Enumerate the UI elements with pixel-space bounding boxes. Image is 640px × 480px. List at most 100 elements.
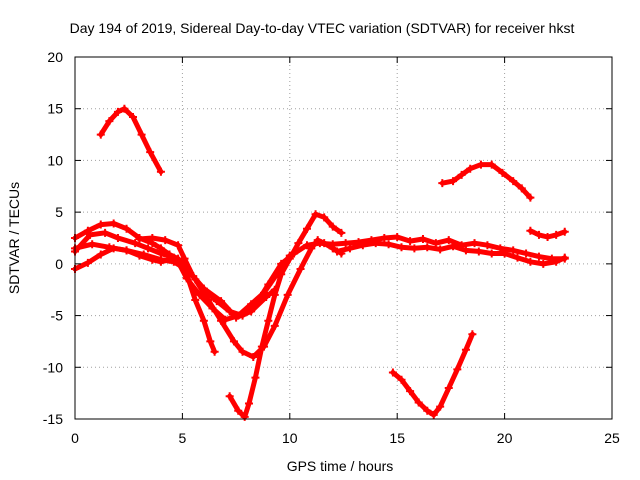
- data-point: [191, 296, 200, 305]
- data-point: [337, 228, 346, 237]
- data-point: [444, 383, 453, 392]
- data-point: [189, 272, 198, 281]
- data-point: [113, 107, 122, 116]
- data-point: [333, 247, 342, 256]
- series-line: [390, 331, 475, 418]
- data-point: [429, 410, 438, 419]
- data-point: [244, 399, 253, 408]
- data-point: [86, 230, 95, 239]
- data-point: [509, 246, 518, 255]
- data-point: [444, 236, 453, 245]
- data-point: [238, 311, 247, 320]
- data-point: [88, 240, 97, 249]
- y-axis-label: SDTVAR / TECUs: [6, 182, 22, 294]
- data-point: [534, 230, 543, 239]
- series-line: [439, 162, 533, 201]
- data-point: [552, 257, 561, 266]
- data-point: [83, 258, 92, 267]
- data-point: [517, 184, 526, 193]
- data-point: [257, 342, 266, 351]
- data-point: [423, 243, 432, 252]
- data-point: [397, 375, 406, 384]
- data-point: [393, 232, 402, 241]
- data-point: [225, 307, 234, 316]
- x-tick-label: 25: [604, 430, 620, 446]
- data-point: [345, 244, 354, 253]
- data-point: [328, 240, 337, 249]
- data-point: [210, 347, 219, 356]
- data-point: [225, 392, 234, 401]
- data-point: [135, 235, 144, 244]
- data-point: [101, 228, 110, 237]
- data-point: [476, 160, 485, 169]
- data-point: [498, 168, 507, 177]
- data-point: [234, 406, 243, 415]
- data-point: [180, 254, 189, 263]
- data-point: [560, 227, 569, 236]
- data-point: [406, 387, 415, 396]
- data-point: [449, 242, 458, 251]
- data-point: [509, 177, 518, 186]
- data-point: [414, 398, 423, 407]
- data-point: [513, 253, 522, 262]
- data-point: [388, 368, 397, 377]
- series-line: [98, 106, 164, 175]
- data-point: [539, 259, 548, 268]
- data-point: [474, 247, 483, 256]
- data-point: [156, 257, 165, 266]
- data-point: [131, 239, 140, 248]
- data-point: [311, 210, 320, 219]
- data-point: [148, 234, 157, 242]
- data-point: [290, 249, 299, 258]
- data-point: [468, 330, 477, 339]
- y-tick-label: 10: [47, 152, 63, 168]
- series-arc-7: [135, 232, 569, 320]
- data-point: [105, 117, 114, 126]
- data-point: [264, 280, 273, 289]
- data-point: [229, 337, 238, 346]
- data-point: [470, 239, 479, 248]
- data-point: [204, 296, 213, 305]
- data-point: [358, 241, 367, 250]
- x-tick-label: 5: [179, 430, 187, 446]
- data-point: [217, 316, 226, 325]
- data-point: [436, 402, 445, 411]
- data-point: [109, 219, 118, 228]
- data-point: [156, 167, 165, 176]
- y-tick-label: 20: [47, 49, 63, 65]
- data-point: [526, 226, 535, 235]
- data-point: [109, 244, 118, 253]
- data-point: [384, 240, 393, 249]
- data-point: [83, 226, 92, 235]
- data-point: [174, 241, 183, 250]
- data-point: [500, 249, 509, 258]
- data-point: [144, 244, 153, 253]
- data-point: [120, 104, 129, 113]
- data-point: [534, 252, 543, 261]
- data-point: [238, 347, 247, 356]
- data-point: [487, 160, 496, 169]
- series-arc-6: [225, 210, 346, 421]
- data-point: [199, 316, 208, 325]
- x-tick-label: 15: [389, 430, 405, 446]
- data-point: [206, 337, 215, 346]
- data-point: [212, 297, 221, 306]
- data-point: [169, 253, 178, 262]
- series-arc-8: [333, 239, 569, 268]
- data-point: [315, 239, 324, 248]
- data-layer: [71, 104, 569, 421]
- data-point: [302, 241, 311, 250]
- data-point: [371, 239, 380, 248]
- data-point: [341, 239, 350, 248]
- data-point: [406, 237, 415, 246]
- y-tick-label: 0: [55, 256, 63, 272]
- data-point: [461, 345, 470, 354]
- data-point: [328, 222, 337, 231]
- data-point: [251, 301, 260, 310]
- data-point: [543, 232, 552, 241]
- data-point: [461, 246, 470, 255]
- data-point: [302, 224, 311, 233]
- x-tick-label: 0: [71, 430, 79, 446]
- y-tick-label: -5: [51, 308, 64, 324]
